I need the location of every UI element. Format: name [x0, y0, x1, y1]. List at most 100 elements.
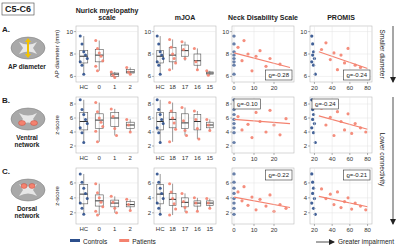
- point: [168, 68, 171, 71]
- x-tick: [274, 153, 275, 155]
- point: [111, 201, 114, 204]
- grid-line: [310, 212, 372, 213]
- patients-point: [264, 130, 267, 133]
- x-tick: [314, 153, 315, 155]
- y-tick-label: 10: [300, 29, 307, 35]
- patients-point: [336, 68, 339, 71]
- controls-point: [310, 60, 313, 63]
- y-tick: [152, 76, 154, 77]
- point: [96, 191, 99, 194]
- x-tick: [314, 82, 315, 84]
- x-tick-label: 0: [98, 84, 102, 90]
- patients-point: [278, 133, 281, 136]
- point: [127, 203, 130, 206]
- x-tick-label: 20: [311, 156, 318, 162]
- y-tick: [74, 76, 76, 77]
- patients-point: [254, 111, 257, 114]
- patients-point: [329, 58, 332, 61]
- point: [170, 46, 173, 49]
- panel: 6810HC18171615: [144, 26, 216, 90]
- box: [111, 73, 119, 76]
- x-tick-label: 1: [113, 155, 117, 161]
- y-tick-label: 6: [226, 73, 230, 79]
- point: [168, 101, 171, 104]
- x-tick-label: 1: [113, 226, 117, 232]
- y-tick-label: 4: [226, 195, 230, 201]
- plot-frame: [154, 97, 216, 153]
- column-header-line: scale: [98, 14, 116, 21]
- patients-point: [264, 65, 267, 68]
- x-tick-label: 15: [206, 84, 213, 90]
- marks: [232, 34, 290, 75]
- legend-swatch: [119, 239, 129, 242]
- x-tick-label: HC: [79, 155, 88, 161]
- y-tick: [74, 104, 76, 105]
- whisker: [172, 39, 173, 69]
- patients-point: [236, 190, 239, 193]
- patients-point: [336, 190, 339, 193]
- x-tick-label: 15: [206, 226, 213, 232]
- x-tick-label: 80: [364, 156, 371, 162]
- column-header: Nurick myelopathyscale: [76, 7, 139, 22]
- point: [94, 39, 97, 42]
- point: [173, 57, 176, 60]
- x-tick-label: 10: [251, 227, 258, 233]
- y-tick-label: 2: [70, 143, 74, 149]
- grid-line: [254, 168, 255, 224]
- patients-point: [320, 187, 323, 190]
- x-tick-label: HC: [156, 226, 165, 232]
- marks: [79, 172, 135, 216]
- x-tick-label: 20: [311, 227, 318, 233]
- footer: Greater impairment: [338, 238, 394, 246]
- patients-point: [246, 52, 249, 55]
- point: [159, 50, 162, 53]
- point: [129, 131, 132, 134]
- point: [94, 182, 97, 185]
- point: [125, 66, 128, 69]
- row-icon: [11, 179, 45, 201]
- y-tick-label: 2: [70, 210, 74, 216]
- point: [100, 201, 103, 204]
- point: [194, 60, 197, 63]
- point: [182, 48, 185, 51]
- point: [86, 57, 89, 60]
- point: [193, 47, 196, 50]
- y-tick-label: 8: [226, 101, 230, 107]
- point: [193, 110, 196, 113]
- grid-line: [310, 118, 372, 119]
- x-tick: [274, 224, 275, 226]
- point: [157, 42, 160, 45]
- y-tick: [152, 118, 154, 119]
- panel: 24620406080ϱ=-0.21: [304, 168, 372, 233]
- y-tick: [74, 197, 76, 198]
- y-tick-label: 8: [226, 51, 230, 57]
- grid-line: [154, 31, 216, 32]
- x-tick-label: 16: [194, 155, 201, 161]
- x-tick-label: HC: [156, 155, 165, 161]
- diameter-arrowhead: [25, 54, 31, 58]
- column-header: mJOA: [175, 14, 196, 21]
- median: [80, 121, 88, 122]
- controls-point: [311, 42, 314, 45]
- patients-point: [364, 130, 367, 133]
- x-tick: [349, 153, 350, 155]
- patients-point: [258, 49, 261, 52]
- box: [111, 112, 119, 126]
- point: [160, 54, 163, 57]
- patients-point: [336, 110, 339, 113]
- point: [80, 181, 83, 184]
- x-tick: [254, 82, 255, 84]
- patients-point: [250, 69, 253, 72]
- fit-line: [234, 119, 290, 123]
- x-tick-label: 60: [347, 156, 354, 162]
- patients-point: [254, 55, 257, 58]
- median: [194, 121, 201, 122]
- grid-line: [310, 132, 372, 133]
- point: [94, 65, 97, 68]
- ventral-horn: [19, 121, 26, 126]
- x-tick: [314, 224, 315, 226]
- grid-line: [232, 212, 294, 213]
- column-header: Neck Disability Scale: [228, 14, 298, 22]
- box: [111, 200, 119, 207]
- plot-frame: [232, 26, 294, 82]
